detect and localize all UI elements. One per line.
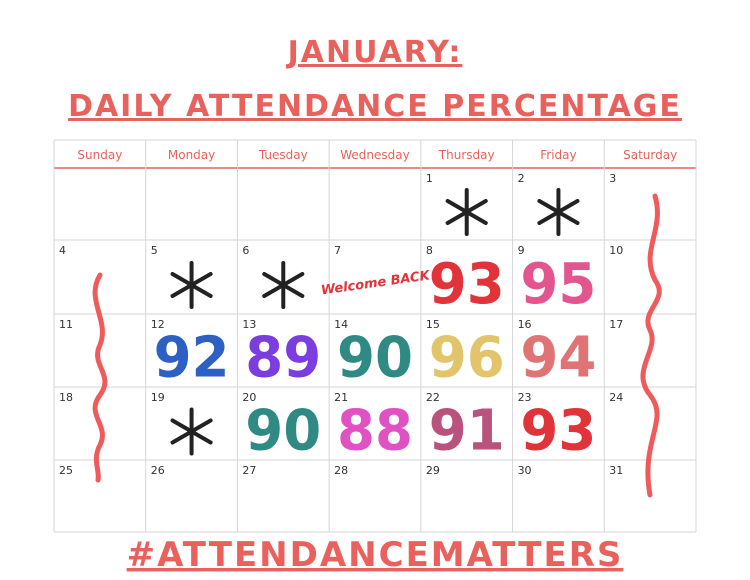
asterisk [262,272,305,298]
asterisk [537,199,580,225]
attendance-value: 90 [245,399,321,464]
attendance-value: 91 [429,399,505,464]
subtitle: DAILY ATTENDANCE PERCENTAGE [68,89,682,124]
squiggle [640,193,662,498]
hashtag: #ATTENDANCEMATTERS [127,535,624,575]
weekday: Wednesday [340,148,409,162]
day-number: 19 [151,391,165,404]
day-number: 3 [609,172,616,185]
attendance-value: 90 [337,326,413,391]
day-number: 24 [609,391,623,404]
weekday: Monday [168,148,215,162]
day-number: 26 [151,464,165,477]
asterisk [445,199,488,225]
weekday: Friday [540,148,576,162]
day-number: 11 [59,318,73,331]
squiggle [92,272,108,483]
weekday: Sunday [77,148,122,162]
day-number: 13 [242,318,256,331]
day-number: 12 [151,318,165,331]
day-number: 14 [334,318,348,331]
day-number: 25 [59,464,73,477]
day-number: 27 [242,464,256,477]
day-number: 16 [518,318,532,331]
weekday: Tuesday [258,148,308,162]
day-number: 21 [334,391,348,404]
weekday: Thursday [438,148,495,162]
day-number: 8 [426,244,433,257]
attendance-value: 94 [520,326,596,391]
day-number: 23 [518,391,532,404]
title: JANUARY: [286,35,463,70]
day-number: 29 [426,464,440,477]
day-number: 15 [426,318,440,331]
attendance-value: 93 [429,252,505,317]
day-number: 20 [242,391,256,404]
day-number: 4 [59,244,66,257]
day-number: 1 [426,172,433,185]
attendance-value: 88 [337,399,413,464]
day-number: 6 [242,244,249,257]
day-number: 31 [609,464,623,477]
day-number: 9 [518,244,525,257]
attendance-value: 92 [154,326,230,391]
day-number: 18 [59,391,73,404]
day-number: 22 [426,391,440,404]
asterisk [170,272,213,298]
day-number: 5 [151,244,158,257]
attendance-value: 89 [245,326,321,391]
attendance-value: 95 [520,252,596,317]
day-number: 17 [609,318,623,331]
day-number: 2 [518,172,525,185]
day-number: 7 [334,244,341,257]
day-number: 28 [334,464,348,477]
asterisk [170,418,213,445]
day-number: 30 [518,464,532,477]
attendance-value: 96 [429,326,505,391]
attendance-value: 93 [520,399,596,464]
day-number: 10 [609,244,623,257]
weekday: Saturday [623,148,677,162]
